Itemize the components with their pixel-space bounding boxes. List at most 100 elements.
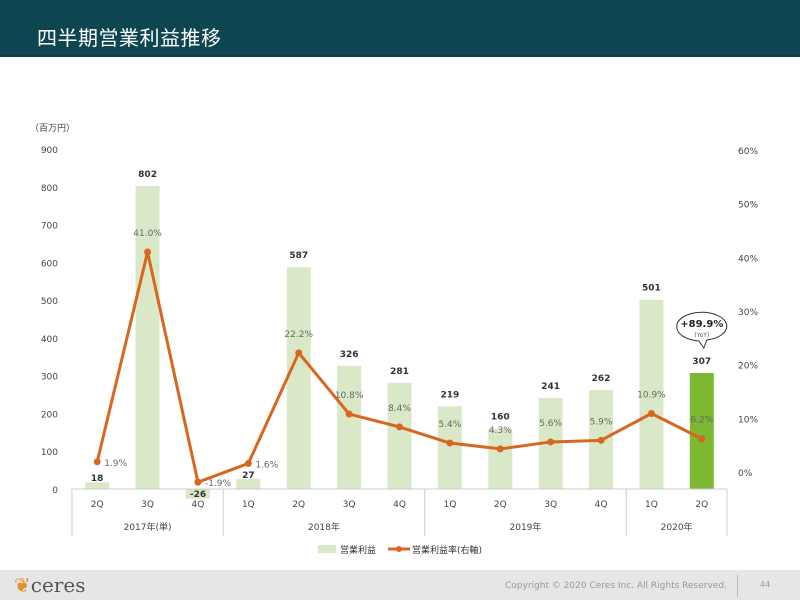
left-axis-tick: 500	[41, 297, 58, 307]
legend-bar-label: 営業利益	[340, 544, 376, 556]
left-axis-tick: 700	[41, 222, 58, 232]
bar	[639, 299, 664, 489]
quarter-label: 1Q	[443, 500, 456, 510]
legend-line-label: 営業利益率(右軸)	[412, 544, 482, 556]
quarter-label: 2Q	[494, 500, 507, 510]
line-value-label: 5.9%	[590, 417, 613, 427]
bar-value-label: 802	[138, 170, 157, 180]
bar	[286, 267, 311, 489]
right-axis-tick: 20%	[738, 362, 758, 372]
bar	[135, 186, 160, 489]
bar-value-label: 18	[91, 474, 104, 484]
line-point	[345, 410, 353, 418]
left-axis-tick: 100	[41, 448, 58, 458]
bar	[689, 373, 714, 489]
line-value-label: 22.2%	[284, 330, 313, 340]
bar-value-label: 27	[242, 471, 255, 481]
line-value-label: 6.2%	[690, 416, 713, 426]
bar	[185, 489, 210, 499]
left-axis-tick: 200	[41, 410, 58, 420]
bar	[488, 428, 513, 489]
quarter-label: 2Q	[292, 500, 305, 510]
line-point	[496, 445, 504, 453]
line-point	[295, 349, 303, 357]
right-axis-tick: 40%	[738, 254, 758, 264]
bar	[337, 365, 362, 489]
year-label: 2020年	[661, 521, 693, 533]
quarter-label: 1Q	[645, 500, 658, 510]
right-axis-tick: 30%	[738, 308, 758, 318]
quarter-label: 4Q	[192, 500, 205, 510]
bar-value-label: 241	[541, 382, 560, 392]
quarter-label: 4Q	[393, 500, 406, 510]
line-value-label: 4.3%	[489, 426, 512, 436]
bar-value-label: 219	[440, 390, 459, 400]
bar-value-label: 501	[642, 284, 661, 294]
year-label: 2018年	[308, 521, 340, 533]
header-bar: 四半期営業利益推移	[0, 0, 800, 57]
right-axis-tick: 60%	[738, 147, 758, 157]
line-point	[144, 248, 152, 256]
right-axis-tick: 10%	[738, 415, 758, 425]
left-axis-tick: 800	[41, 184, 58, 194]
bar-value-label: 160	[491, 413, 510, 423]
left-axis-tick: 900	[41, 146, 58, 156]
bar-value-label: 281	[390, 367, 409, 377]
footer: ❦ceres Copyright © 2020 Ceres Inc. All R…	[0, 570, 800, 600]
bar-value-label: 326	[340, 350, 359, 360]
logo-text: ceres	[30, 573, 86, 597]
line-value-label: 1.6%	[255, 460, 278, 470]
line-value-label: 41.0%	[133, 229, 162, 239]
line-point	[547, 438, 555, 446]
line-point	[194, 478, 202, 486]
quarter-label: 3Q	[544, 500, 557, 510]
bar	[236, 478, 261, 489]
bar-value-label: 262	[592, 374, 611, 384]
divider	[737, 575, 738, 597]
yoy-callout-value: +89.9%	[680, 319, 723, 330]
line-point	[244, 459, 252, 467]
left-axis-tick: 0	[52, 486, 58, 496]
left-axis-tick: 300	[41, 373, 58, 383]
quarter-label: 3Q	[343, 500, 356, 510]
bar-value-label: 307	[692, 357, 711, 367]
quarter-label: 3Q	[141, 500, 154, 510]
line-point	[597, 436, 605, 444]
line-value-label: 8.4%	[388, 404, 411, 414]
left-axis-tick: 600	[41, 259, 58, 269]
left-axis-unit: （百万円）	[30, 123, 75, 134]
bar	[387, 382, 412, 489]
page-title: 四半期営業利益推移	[37, 26, 222, 50]
left-axis-tick: 400	[41, 335, 58, 345]
bar	[437, 406, 462, 489]
year-label: 2017年(単)	[124, 521, 172, 533]
line-value-label: 10.9%	[637, 391, 666, 401]
bar-value-label: 587	[289, 251, 308, 261]
line-point	[698, 435, 706, 443]
quarter-label: 1Q	[242, 500, 255, 510]
yoy-callout-note: (YoY)	[694, 332, 709, 339]
quarter-label: 4Q	[595, 500, 608, 510]
legend-line-marker	[396, 546, 402, 552]
line-value-label: 5.4%	[438, 420, 461, 430]
copyright: Copyright © 2020 Ceres Inc. All Rights R…	[505, 581, 727, 591]
line-value-label: 10.8%	[335, 391, 364, 401]
year-label: 2019年	[510, 521, 542, 533]
page-number: 44	[760, 580, 771, 589]
line-point	[647, 410, 655, 418]
line-point	[396, 423, 403, 431]
leaf-icon: ❦	[14, 573, 31, 597]
bar	[85, 482, 110, 489]
quarter-label: 2Q	[91, 500, 104, 510]
line-point	[93, 458, 101, 466]
line-value-label: -1.9%	[205, 479, 232, 489]
legend-bar-swatch	[318, 545, 336, 553]
line-value-label: 5.6%	[539, 419, 562, 429]
bar-value-label: -26	[190, 490, 206, 500]
ceres-logo: ❦ceres	[14, 573, 85, 597]
line-point	[446, 439, 454, 447]
right-axis-tick: 50%	[738, 201, 758, 211]
quarter-label: 2Q	[695, 500, 708, 510]
right-axis-tick: 0%	[738, 469, 753, 479]
chart: （百万円） 0 100 200 300 400 500 600 700 800 900 0% 10% 20…	[30, 123, 758, 556]
